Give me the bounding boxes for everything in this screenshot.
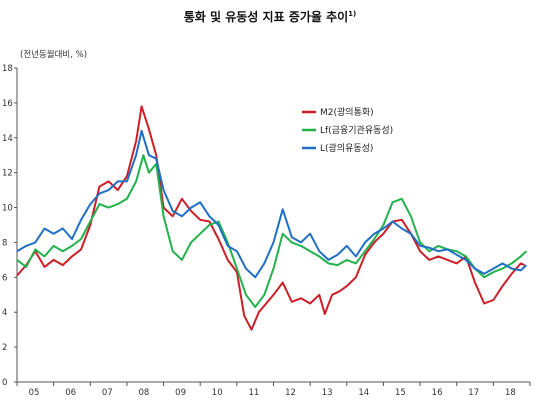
x-tick-label: 17 (468, 388, 479, 398)
series-line (16, 105, 525, 331)
y-tick-label: 0 (2, 378, 7, 388)
y-tick-label: 8 (2, 238, 7, 248)
y-ticks: 0 2 4 6 8 10 12 14 16 18 (2, 64, 17, 388)
series-lines (16, 105, 527, 331)
x-tick-label: 15 (395, 388, 406, 398)
y-unit-label: (전년동월대비, %) (20, 50, 88, 60)
x-ticks: 05 06 07 08 09 10 11 12 13 14 15 16 17 18 (16, 382, 531, 398)
x-tick-label: 11 (248, 388, 259, 398)
legend: M2(광의통화) Lf(금융기관유동성) L(광의유동성) (302, 106, 393, 154)
y-tick-label: 4 (2, 308, 7, 318)
series-line (16, 154, 527, 308)
x-tick-label: 05 (29, 388, 40, 398)
title-footnote-mark: 1) (348, 10, 357, 18)
x-tick-label: 09 (175, 388, 186, 398)
x-tick-label: 07 (102, 388, 113, 398)
x-tick-label: 16 (432, 388, 443, 398)
series-line (16, 129, 527, 279)
y-tick-label: 10 (2, 204, 13, 214)
y-tick-label: 6 (2, 273, 7, 283)
x-tick-label: 06 (65, 388, 76, 398)
chart-title: 통화 및 유동성 지표 증가율 추이1) (183, 10, 357, 24)
y-tick-label: 18 (2, 64, 13, 74)
x-tick-label: 10 (212, 388, 223, 398)
x-tick-label: 08 (139, 388, 150, 398)
y-tick-label: 12 (2, 169, 13, 179)
legend-label: M2(광의통화) (320, 106, 374, 118)
x-tick-label: 13 (322, 388, 333, 398)
x-tick-label: 14 (358, 388, 369, 398)
legend-label: L(광의유동성) (320, 142, 373, 154)
x-tick-label: 12 (285, 388, 296, 398)
y-tick-label: 2 (2, 343, 7, 353)
legend-label: Lf(금융기관유동성) (320, 125, 393, 136)
x-tick-label: 18 (505, 388, 516, 398)
y-tick-label: 14 (2, 134, 13, 144)
y-tick-label: 16 (2, 99, 13, 109)
